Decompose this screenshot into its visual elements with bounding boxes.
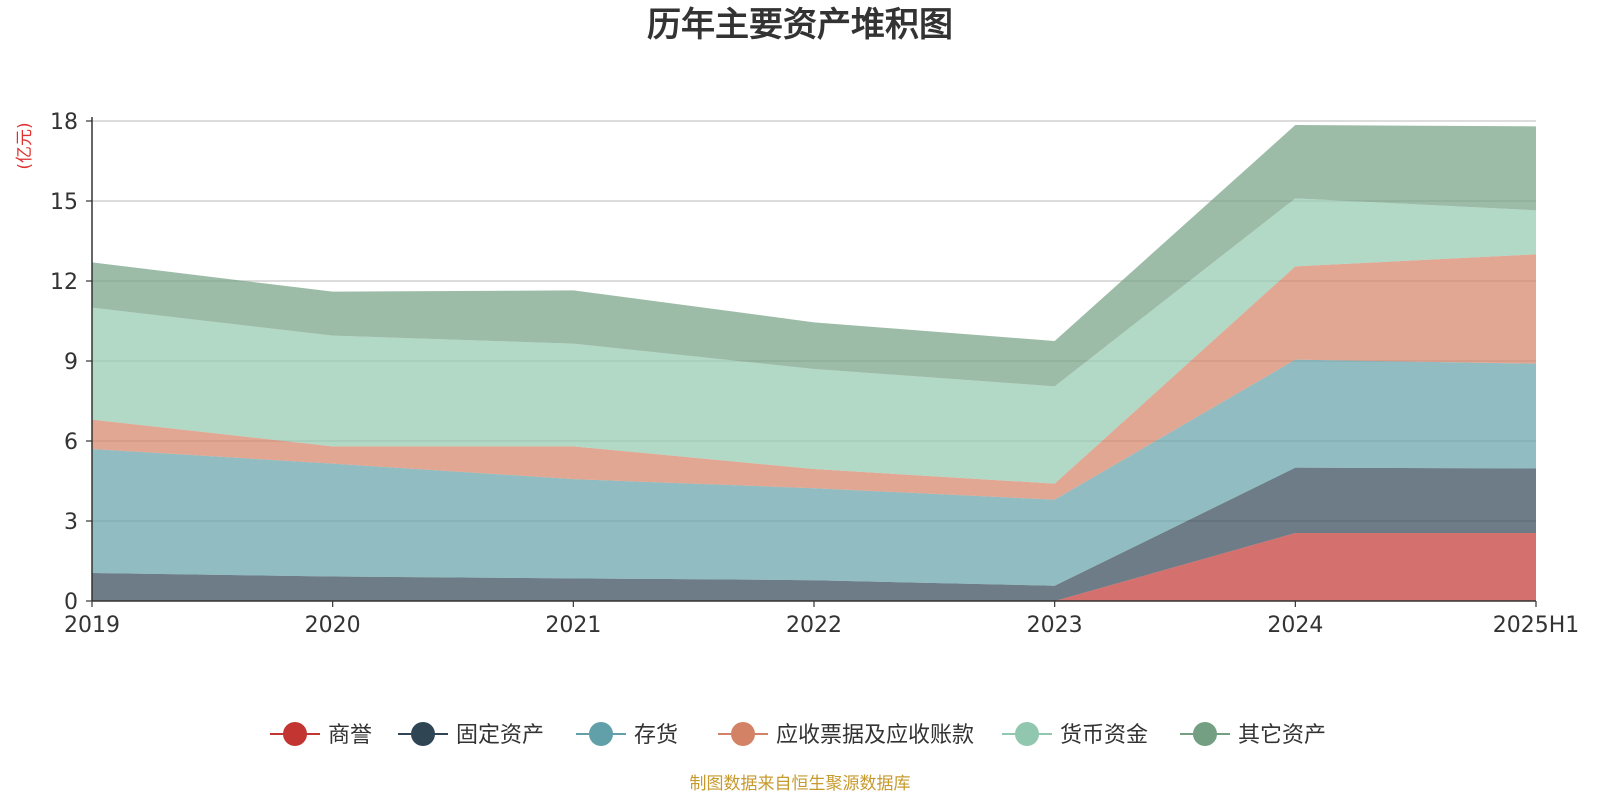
x-tick-label: 2019 [64, 613, 120, 638]
y-tick-label: 0 [64, 590, 78, 615]
legend-label: 货币资金 [1060, 723, 1148, 748]
x-tick-label: 2022 [786, 613, 842, 638]
area-series-5 [92, 125, 1536, 387]
legend-label: 固定资产 [456, 723, 544, 748]
legend-label: 应收票据及应收账款 [776, 723, 974, 748]
chart-title: 历年主要资产堆积图 [647, 5, 953, 45]
legend-item-5[interactable]: 其它资产 [1180, 722, 1326, 748]
y-tick-label: 18 [50, 110, 78, 135]
area-series-4 [92, 198, 1536, 484]
legend-label: 其它资产 [1238, 723, 1326, 748]
legend-marker [1193, 722, 1217, 746]
x-tick-label: 2025H1 [1493, 613, 1580, 638]
area-series-2 [92, 359, 1536, 586]
legend-marker [411, 722, 435, 746]
y-tick-label: 9 [64, 350, 78, 375]
axes: 0 3 6 9 12 15 18 2019 2020 2021 2022 2023 2024 2025H1 [50, 110, 1579, 638]
x-tick-label: 2023 [1027, 613, 1083, 638]
y-tick-label: 6 [64, 430, 78, 455]
source-note: 制图数据来自恒生聚源数据库 [690, 774, 911, 794]
area-series-1 [92, 467, 1536, 601]
y-axis-unit: (亿元) [15, 122, 35, 169]
y-tick-label: 3 [64, 510, 78, 535]
area-series-0 [92, 533, 1536, 601]
legend[interactable]: 商誉 固定资产 存货 应收票据及应收账款 货币资金 其它资产 [270, 722, 1326, 748]
legend-item-2[interactable]: 存货 [576, 722, 678, 748]
x-tick-label: 2021 [545, 613, 601, 638]
x-tick-label: 2024 [1267, 613, 1323, 638]
x-tick-label: 2020 [305, 613, 361, 638]
legend-item-4[interactable]: 货币资金 [1002, 722, 1148, 748]
area-series-3 [92, 254, 1536, 500]
legend-label: 商誉 [328, 723, 372, 748]
legend-marker [1015, 722, 1039, 746]
legend-label: 存货 [634, 723, 678, 748]
legend-marker [731, 722, 755, 746]
legend-marker [589, 722, 613, 746]
legend-item-0[interactable]: 商誉 [270, 722, 372, 748]
legend-item-3[interactable]: 应收票据及应收账款 [718, 722, 974, 748]
y-tick-label: 15 [50, 190, 78, 215]
y-tick-label: 12 [50, 270, 78, 295]
legend-marker [283, 722, 307, 746]
legend-item-1[interactable]: 固定资产 [398, 722, 544, 748]
area-series-layer [92, 125, 1536, 601]
